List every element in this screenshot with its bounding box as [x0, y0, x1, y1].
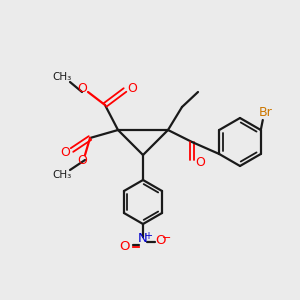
- Text: O: O: [60, 146, 70, 160]
- Text: N: N: [138, 232, 148, 245]
- Text: O: O: [119, 241, 129, 254]
- Text: O: O: [77, 154, 87, 167]
- Text: O: O: [156, 235, 166, 248]
- Text: O: O: [195, 155, 205, 169]
- Text: CH₃: CH₃: [52, 72, 72, 82]
- Text: +: +: [144, 231, 152, 241]
- Text: −: −: [162, 233, 172, 243]
- Text: O: O: [77, 82, 87, 95]
- Text: CH₃: CH₃: [52, 170, 72, 180]
- Text: Br: Br: [259, 106, 273, 119]
- Text: O: O: [127, 82, 137, 94]
